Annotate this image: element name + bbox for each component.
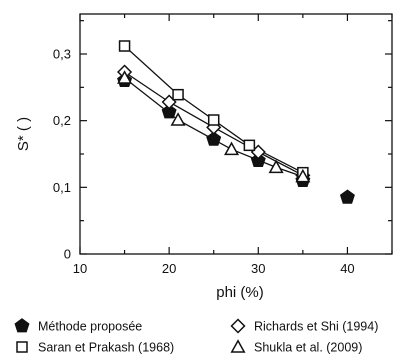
- x-tick-label: 10: [73, 261, 87, 276]
- plot-area: 10 20 30 40 0 0,1 0,2 0,3 phi (%) S* ( ): [15, 13, 393, 301]
- legend-marker-4: [230, 339, 246, 353]
- plot-frame: [79, 13, 393, 255]
- x-axis-label: phi (%): [216, 284, 264, 301]
- series-line-3: [124, 45, 304, 174]
- legend-marker-2: [230, 318, 246, 334]
- y-tick-label: 0,2: [53, 113, 71, 128]
- y-axis-label: S* ( ): [15, 117, 32, 151]
- legend-label-1: Méthode proposée: [38, 320, 142, 334]
- data-point-series-4: [295, 168, 311, 183]
- y-tick-label: 0: [64, 247, 71, 262]
- data-point-series-3: [172, 88, 184, 101]
- data-point-series-4: [268, 159, 284, 174]
- data-point-series-1: [339, 189, 355, 204]
- legend: Méthode proposée Richards et Shi (1994) Sa…: [14, 318, 378, 355]
- x-tick-label: 20: [162, 261, 176, 276]
- data-point-series-1: [161, 104, 177, 119]
- y-tick-label: 0,3: [53, 47, 71, 62]
- data-point-series-3: [243, 139, 256, 152]
- data-point-series-4: [117, 70, 133, 84]
- legend-label-3: Saran et Prakash (1968): [38, 341, 174, 355]
- data-point-series-3: [118, 40, 131, 52]
- legend-label-2: Richards et Shi (1994): [254, 320, 378, 334]
- legend-label-4: Shukla et al. (2009): [254, 341, 362, 355]
- x-tick-label: 30: [251, 261, 265, 276]
- data-point-series-4: [224, 141, 240, 156]
- data-point-series-1: [206, 131, 222, 146]
- legend-marker-1: [14, 318, 30, 333]
- y-tick-label: 0,1: [53, 180, 71, 195]
- x-tick-label: 40: [340, 261, 354, 276]
- data-point-series-3: [207, 114, 220, 126]
- data-point-series-4: [170, 112, 186, 126]
- legend-marker-3: [16, 341, 28, 353]
- data-point-series-1: [250, 152, 266, 168]
